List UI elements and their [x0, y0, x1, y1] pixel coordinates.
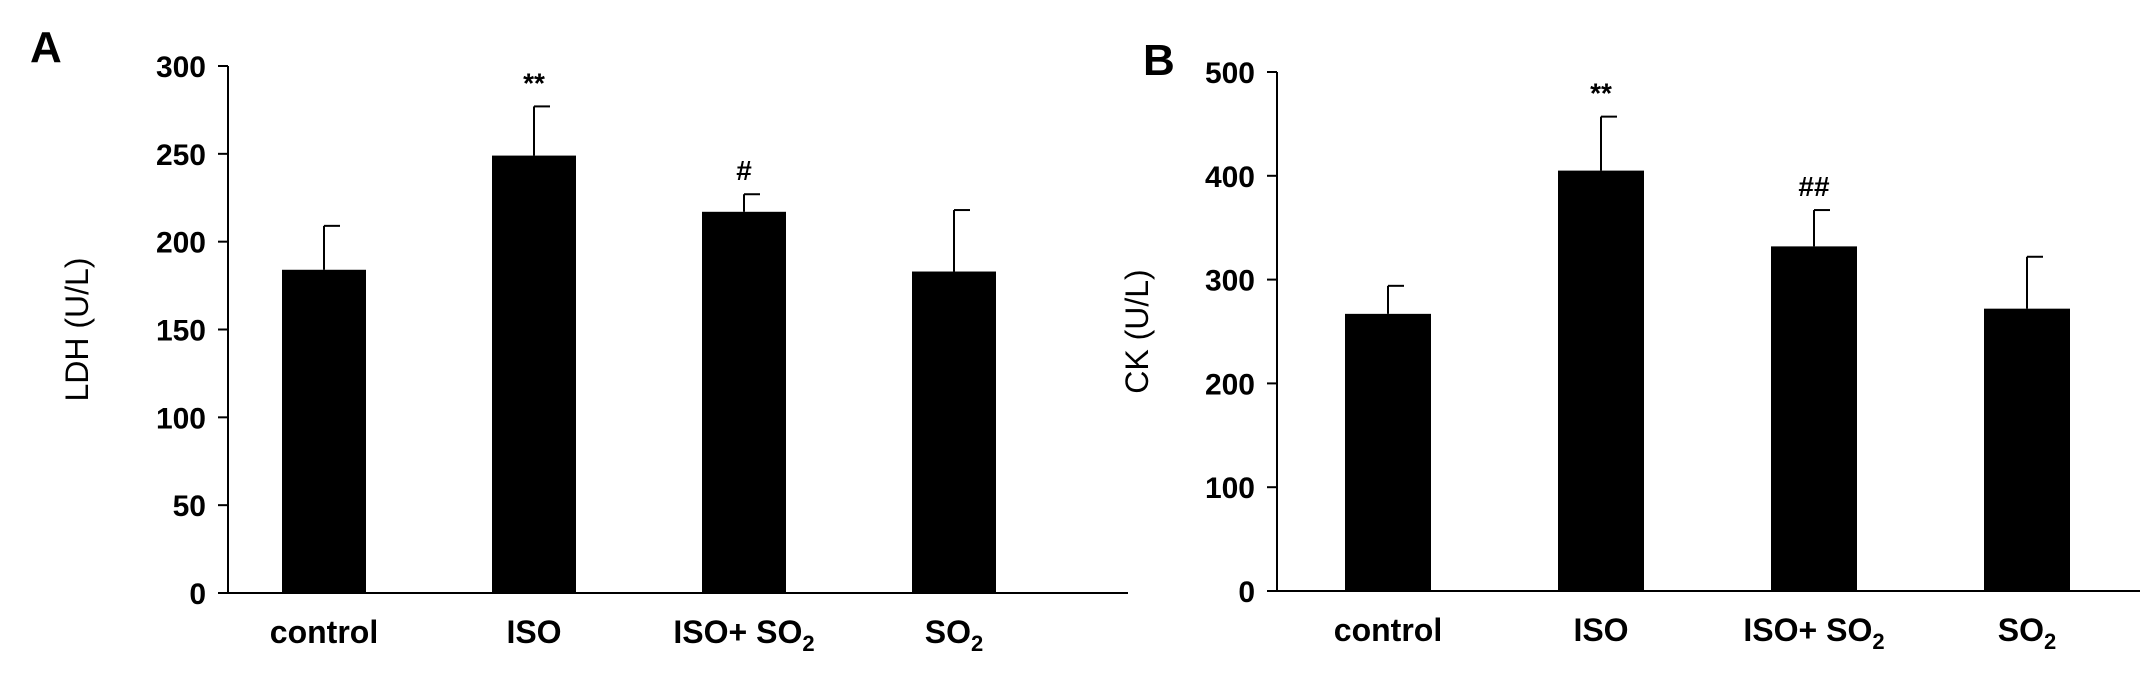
bar	[1558, 170, 1644, 592]
x-tick-label: control	[270, 614, 378, 650]
y-tick-label: 0	[189, 578, 206, 611]
y-tick-label: 300	[1205, 265, 1255, 298]
bar	[1984, 308, 2070, 591]
bar	[492, 155, 576, 593]
y-tick-label: 50	[173, 490, 206, 523]
bar	[912, 271, 996, 593]
y-tick-label: 0	[1238, 576, 1255, 609]
y-tick-label: 300	[156, 51, 206, 84]
bar	[1771, 246, 1857, 591]
x-tick-label: ISO+ SO2	[1743, 612, 1884, 654]
x-tick-label: SO2	[925, 614, 983, 656]
panel-label: A	[30, 23, 62, 72]
y-axis-label: LDH (U/L)	[59, 257, 95, 401]
x-tick-label: ISO+ SO2	[673, 614, 814, 656]
x-tick-label: SO2	[1998, 612, 2056, 654]
bar	[1345, 313, 1431, 591]
significance-marker: **	[1590, 78, 1612, 109]
bar	[282, 269, 366, 593]
bar	[702, 211, 786, 593]
significance-marker: **	[523, 67, 545, 98]
panel-label: B	[1143, 36, 1175, 85]
y-tick-label: 400	[1205, 161, 1255, 194]
y-tick-label: 500	[1205, 57, 1255, 90]
significance-marker: #	[736, 155, 752, 186]
y-tick-label: 150	[156, 315, 206, 348]
y-axis-label: CK (U/L)	[1119, 269, 1155, 393]
y-tick-label: 100	[156, 402, 206, 435]
y-tick-label: 200	[156, 227, 206, 260]
x-tick-label: ISO	[506, 614, 561, 650]
significance-marker: ##	[1798, 171, 1830, 202]
y-tick-label: 200	[1205, 368, 1255, 401]
chart-panel-b: B 0 100 200 300 400 500 CK (U/L) control ** ISO ## I…	[1119, 36, 2140, 654]
chart-panel-a: A 0 50 100 150 200 250 300 LDH (U/L) control ** ISO…	[30, 23, 1128, 656]
x-tick-label: ISO	[1573, 612, 1628, 648]
y-tick-label: 250	[156, 139, 206, 172]
y-tick-label: 100	[1205, 472, 1255, 505]
x-tick-label: control	[1334, 612, 1442, 648]
